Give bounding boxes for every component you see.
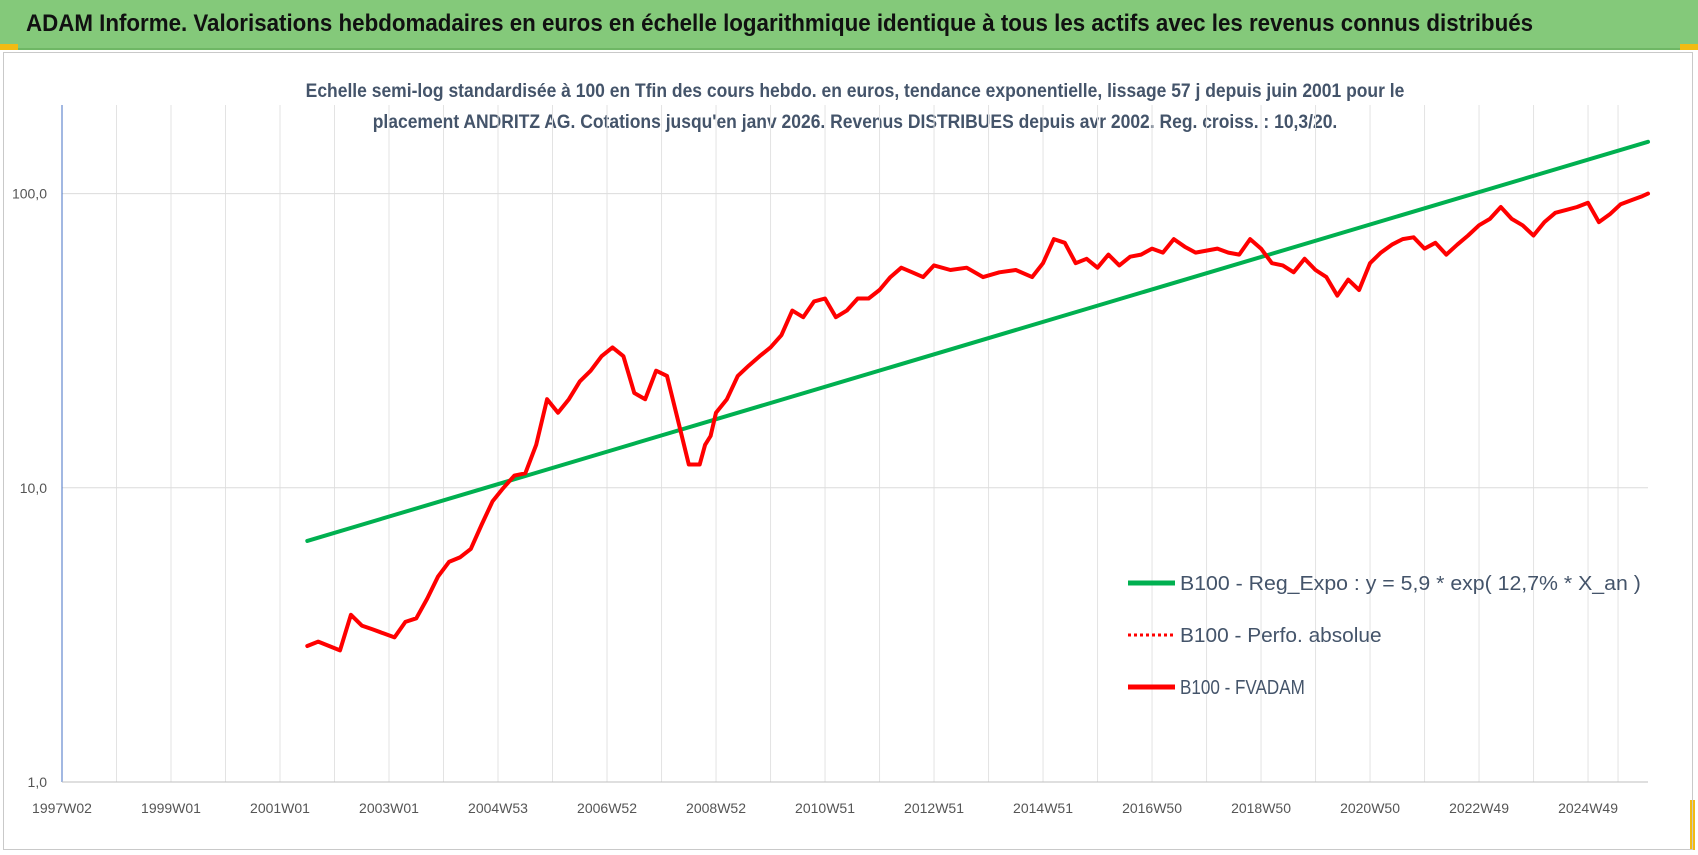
series-line-2 <box>305 191 1650 653</box>
x-tick-label: 2006W52 <box>577 800 637 816</box>
grid-layer <box>62 105 1648 783</box>
legend-label-0: B100 - Reg_Expo : y = 5,9 * exp( 12,7% *… <box>1180 573 1641 595</box>
y-tick-label: 100,0 <box>12 186 47 202</box>
report-title: ADAM Informe. Valorisations hebdomadaire… <box>26 10 1534 37</box>
series-layer <box>305 139 1650 653</box>
x-tick-label: 2022W49 <box>1449 800 1509 816</box>
x-tick-label: 2010W51 <box>795 800 855 816</box>
corner-mark-top-left <box>0 44 18 50</box>
x-tick-label: 2003W01 <box>359 800 419 816</box>
legend-layer: B100 - Reg_Expo : y = 5,9 * exp( 12,7% *… <box>1128 573 1641 699</box>
corner-mark-top-right <box>1680 44 1698 50</box>
x-tick-label: 1997W02 <box>32 800 92 816</box>
y-tick-label: 1,0 <box>28 774 48 790</box>
legend-label-2: B100 - FVADAM <box>1180 677 1305 699</box>
axis-layer: 1,0 10,0 100,0 1997W02 1999W01 2001W01 2003W01… <box>12 105 1648 816</box>
chart-title: Echelle semi-log standardisée à 100 en T… <box>305 81 1405 133</box>
x-tick-label: 2014W51 <box>1013 800 1073 816</box>
report-banner: ADAM Informe. Valorisations hebdomadaire… <box>0 0 1698 50</box>
x-tick-label: 2008W52 <box>686 800 746 816</box>
chart-frame <box>3 52 1693 850</box>
x-tick-label: 2024W49 <box>1558 800 1618 816</box>
series-line-0 <box>305 139 1650 543</box>
x-tick-label: 2020W50 <box>1340 800 1400 816</box>
y-tick-label: 10,0 <box>20 480 47 496</box>
x-tick-label: 2012W51 <box>904 800 964 816</box>
x-tick-label: 2016W50 <box>1122 800 1182 816</box>
x-tick-label: 2004W53 <box>468 800 528 816</box>
legend-label-1: B100 - Perfo. absolue <box>1180 625 1382 647</box>
x-tick-label: 2001W01 <box>250 800 310 816</box>
x-tick-label: 2018W50 <box>1231 800 1291 816</box>
x-tick-label: 1999W01 <box>141 800 201 816</box>
